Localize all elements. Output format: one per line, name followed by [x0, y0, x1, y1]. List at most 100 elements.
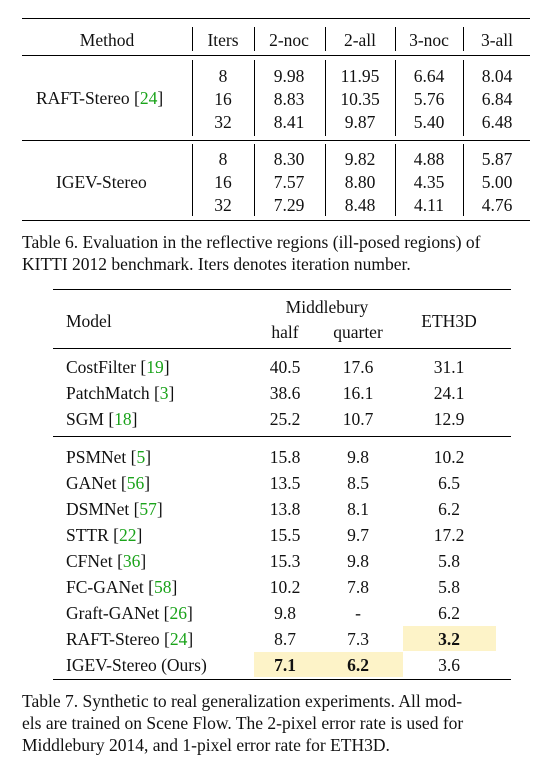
table-cell: 7.8 — [347, 577, 369, 597]
table6-top-rule — [22, 18, 530, 20]
table7-top-rule — [53, 289, 511, 291]
table-cell: 9.82 — [344, 149, 376, 169]
table6-column-divider — [463, 144, 464, 216]
table7-header-model: Model — [66, 311, 112, 331]
table-cell: 10.35 — [340, 89, 380, 109]
table-cell: 17.2 — [433, 525, 465, 545]
table-cell: 7.57 — [273, 172, 305, 192]
citation-link[interactable]: 58 — [153, 577, 172, 597]
caption-line: KITTI 2012 benchmark. Iters denotes iter… — [22, 254, 411, 274]
table-cell: 10.2 — [433, 447, 465, 467]
citation-link[interactable]: 24 — [139, 88, 158, 108]
table6-bottom-rule — [22, 220, 530, 222]
table7-header-eth3d: ETH3D — [421, 311, 477, 331]
table7-model-name: RAFT-Stereo [24] — [66, 629, 194, 649]
table-cell: 8.1 — [347, 499, 369, 519]
table-cell: 9.8 — [274, 603, 296, 623]
table-cell: 25.2 — [269, 409, 301, 429]
table6-column-divider — [463, 27, 464, 51]
table-cell: 11.95 — [340, 66, 380, 86]
table6-column-divider — [254, 27, 255, 51]
table-cell: 8.83 — [273, 89, 305, 109]
table7-model-name: CostFilter [19] — [66, 357, 170, 377]
table6-column-divider — [395, 27, 396, 51]
table6-header-2all: 2-all — [343, 30, 377, 50]
table-cell: 24.1 — [433, 383, 465, 403]
table6-column-divider — [325, 60, 326, 136]
best-quarter-highlight — [318, 652, 403, 677]
table6-column-divider — [395, 60, 396, 136]
citation-link[interactable]: 36 — [122, 551, 141, 571]
table7-header-half: half — [271, 322, 299, 342]
citation-link[interactable]: 3 — [159, 383, 169, 403]
table-cell: 16.1 — [342, 383, 374, 403]
table7-model-name: PatchMatch [3] — [66, 383, 175, 403]
table-cell: 8.5 — [347, 473, 369, 493]
table-cell: 9.8 — [347, 447, 369, 467]
table-cell: 6.84 — [481, 89, 513, 109]
table-cell: 15.3 — [269, 551, 301, 571]
table7-model-name: Graft-GANet [26] — [66, 603, 193, 623]
table-cell: 5.8 — [438, 577, 460, 597]
table-cell: 4.76 — [481, 195, 513, 215]
table-cell: 15.8 — [269, 447, 301, 467]
citation-link[interactable]: 22 — [119, 525, 137, 545]
table6-column-divider — [325, 27, 326, 51]
table-cell: 10.7 — [342, 409, 374, 429]
table-cell: 17.6 — [342, 357, 374, 377]
table6-method-raft: RAFT-Stereo [24] — [36, 88, 164, 108]
table-cell: 13.5 — [269, 473, 301, 493]
table7-model-name: GANet [56] — [66, 473, 151, 493]
table7-model-name: SGM [18] — [66, 409, 138, 429]
table6-header-rule — [22, 55, 530, 56]
best-eth3d-highlight — [403, 626, 496, 651]
table-cell: - — [355, 603, 361, 623]
table-cell: 5.87 — [481, 149, 513, 169]
table6-header-iters: Iters — [207, 30, 239, 50]
caption-line: els are trained on Scene Flow. The 2-pix… — [22, 713, 464, 733]
table-cell: 4.11 — [414, 195, 444, 215]
table-cell: 13.8 — [269, 499, 301, 519]
table6-column-divider — [192, 27, 193, 51]
citation-link[interactable]: 57 — [139, 499, 157, 519]
table7-model-name: PSMNet [5] — [66, 447, 152, 467]
table-cell: 8 — [218, 149, 228, 169]
table-cell: 16 — [214, 172, 232, 192]
table6-method-igev: IGEV-Stereo — [56, 172, 147, 192]
table7-header-quarter: quarter — [333, 322, 383, 342]
table-cell: 5.8 — [438, 551, 460, 571]
table-cell: 9.8 — [347, 551, 369, 571]
table7-model-name: DSMNet [57] — [66, 499, 163, 519]
table-cell: 15.5 — [269, 525, 301, 545]
caption-line: Table 7. Synthetic to real generalizatio… — [22, 691, 463, 711]
table7-group-rule — [53, 436, 511, 437]
table-cell: 6.48 — [481, 112, 513, 132]
table-cell: 6.2 — [438, 499, 460, 519]
table7-header-middlebury: Middlebury — [285, 297, 369, 317]
table-cell: 4.88 — [413, 149, 445, 169]
citation-link[interactable]: 19 — [146, 357, 164, 377]
table-cell: 8.30 — [273, 149, 305, 169]
table-cell: 12.9 — [433, 409, 465, 429]
table-cell: 3.6 — [438, 655, 460, 675]
table6-column-divider — [254, 144, 255, 216]
table-cell: 31.1 — [433, 357, 465, 377]
citation-link[interactable]: 24 — [169, 629, 188, 649]
citation-link[interactable]: 18 — [114, 409, 132, 429]
table-cell: 6.5 — [438, 473, 460, 493]
table-cell: 8.41 — [273, 112, 305, 132]
table-cell: 8.48 — [344, 195, 376, 215]
table-cell: 38.6 — [269, 383, 301, 403]
table6-header-method: Method — [79, 30, 135, 50]
citation-link[interactable]: 5 — [136, 447, 146, 467]
table-cell: 5.76 — [413, 89, 445, 109]
citation-link[interactable]: 56 — [126, 473, 145, 493]
table-cell: 8.04 — [481, 66, 513, 86]
table-cell-best: 6.2 — [347, 655, 369, 675]
citation-link[interactable]: 26 — [169, 603, 188, 623]
table6-column-divider — [192, 144, 193, 216]
table-cell: 5.40 — [413, 112, 445, 132]
table-cell: 7.3 — [347, 629, 369, 649]
table6-column-divider — [254, 60, 255, 136]
table6-caption: Table 6. Evaluation in the reflective re… — [22, 231, 537, 275]
